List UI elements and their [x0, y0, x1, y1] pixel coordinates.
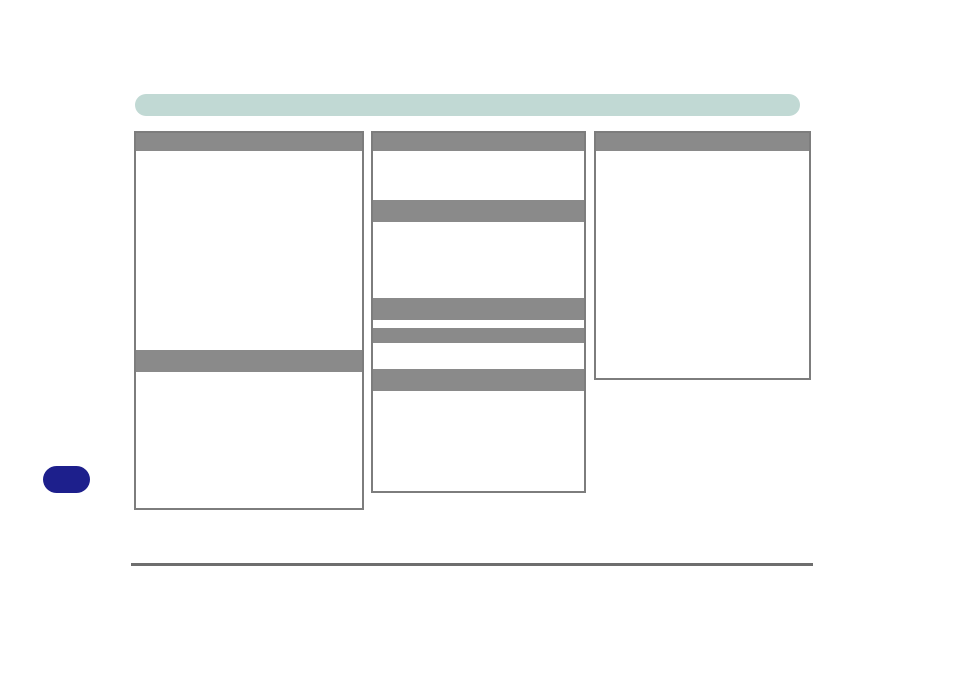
- section-header-stripe: [373, 200, 584, 222]
- section-header-stripe: [373, 369, 584, 391]
- footer-rule: [131, 563, 813, 566]
- page: [0, 0, 954, 673]
- side-pill: [43, 466, 90, 493]
- section-header-stripe: [373, 298, 584, 320]
- header-banner: [135, 94, 800, 116]
- column-left: [134, 131, 364, 510]
- section-header-stripe: [373, 328, 584, 343]
- section-header-stripe: [136, 133, 362, 151]
- section-header-stripe: [373, 133, 584, 151]
- column-middle: [371, 131, 586, 493]
- column-right: [594, 131, 811, 380]
- section-header-stripe: [136, 350, 362, 372]
- section-header-stripe: [596, 133, 809, 151]
